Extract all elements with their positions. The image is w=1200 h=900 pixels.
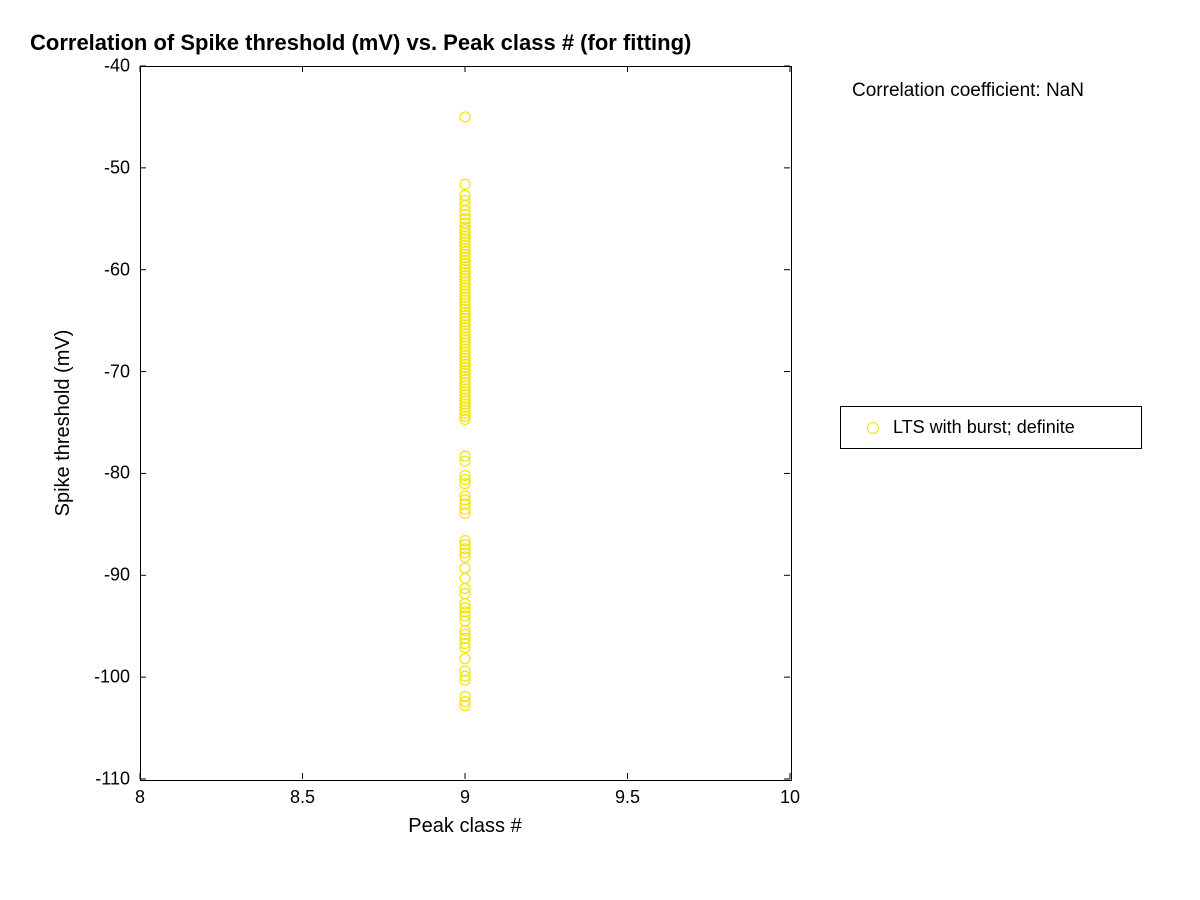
legend-marker-icon — [867, 422, 879, 434]
chart-container: { "chart": { "type": "scatter", "title":… — [0, 0, 1200, 900]
y-tick-label: -60 — [104, 259, 130, 280]
y-tick-label: -110 — [95, 769, 130, 790]
scatter-marker — [460, 654, 470, 664]
scatter-marker — [460, 112, 470, 122]
y-tick-label: -50 — [104, 157, 130, 178]
legend: LTS with burst; definite — [840, 406, 1142, 449]
x-tick-label: 10 — [780, 787, 800, 808]
y-tick-label: -40 — [104, 56, 130, 77]
scatter-marker — [460, 563, 470, 573]
x-tick-label: 9 — [460, 787, 470, 808]
legend-item-label: LTS with burst; definite — [893, 417, 1075, 438]
y-tick-label: -100 — [94, 667, 130, 688]
y-axis-label: Spike threshold (mV) — [52, 329, 75, 516]
x-axis-label: Peak class # — [408, 815, 521, 838]
x-tick-label: 8 — [135, 787, 145, 808]
x-tick-label: 9.5 — [615, 787, 640, 808]
y-tick-label: -70 — [104, 361, 130, 382]
y-tick-label: -80 — [104, 463, 130, 484]
y-tick-label: -90 — [104, 565, 130, 586]
scatter-marker — [460, 179, 470, 189]
x-tick-label: 8.5 — [290, 787, 315, 808]
scatter-marker — [460, 573, 470, 583]
chart-svg — [0, 0, 1200, 900]
